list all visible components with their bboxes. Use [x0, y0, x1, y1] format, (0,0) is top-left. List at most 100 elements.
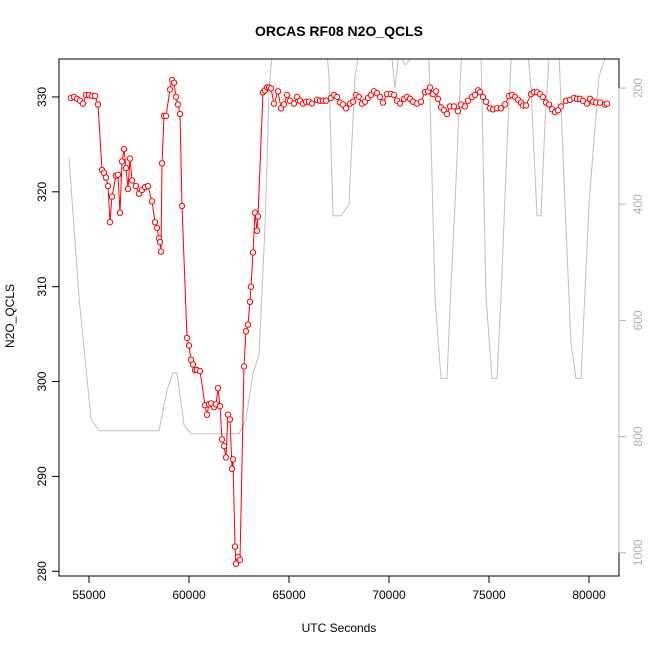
- n2o-point: [196, 367, 204, 375]
- n2o-point: [355, 93, 363, 101]
- n2o-point: [240, 363, 248, 370]
- n2o-point: [120, 145, 128, 153]
- n2o-point: [126, 155, 134, 162]
- n2o-point: [308, 100, 316, 107]
- n2o-point: [229, 456, 237, 463]
- n2o-point: [254, 213, 262, 220]
- n2o-point: [432, 88, 440, 95]
- n2o-point: [482, 98, 490, 105]
- n2o-point: [79, 100, 87, 107]
- x-tick-label: 60000: [172, 588, 206, 602]
- n2o-point: [247, 283, 255, 290]
- n2o-point: [104, 182, 112, 190]
- n2o-point: [322, 97, 330, 104]
- n2o-point: [214, 385, 222, 392]
- n2o-point: [148, 198, 156, 205]
- n2o-point: [91, 92, 99, 100]
- x-tick-label: 70000: [372, 588, 406, 602]
- n2o-point: [479, 93, 487, 101]
- n2o-point: [274, 88, 282, 95]
- y-tick-label: 320: [35, 181, 49, 201]
- n2o-point: [185, 342, 193, 349]
- n2o-point: [170, 79, 178, 86]
- x-tick-label: 65000: [272, 588, 306, 602]
- y2-tick-label: 800: [631, 426, 645, 446]
- n2o-point: [172, 93, 180, 101]
- n2o-point: [166, 86, 174, 93]
- x-tick-label: 55000: [72, 588, 106, 602]
- plot-frame: [58, 58, 620, 577]
- n2o-point: [228, 465, 236, 472]
- n2o-point: [144, 182, 152, 190]
- n2o-point: [426, 84, 434, 91]
- y-tick-label: 310: [35, 276, 49, 296]
- n2o-point: [249, 249, 257, 256]
- n2o-point: [157, 248, 165, 255]
- n2o-point: [443, 110, 451, 118]
- n2o-point: [118, 158, 126, 165]
- y-tick-label: 300: [35, 371, 49, 391]
- n2o-point: [545, 101, 553, 108]
- n2o-point: [128, 177, 136, 184]
- y-tick-label: 330: [35, 87, 49, 107]
- n2o-point: [390, 91, 398, 99]
- n2o-point: [114, 171, 122, 178]
- n2o-point: [108, 193, 116, 200]
- n2o-point: [216, 403, 224, 410]
- n2o-point: [153, 224, 161, 232]
- altitude-line: [68, 59, 606, 435]
- n2o-point: [226, 416, 234, 423]
- n2o-point: [396, 100, 404, 107]
- n2o-point: [539, 93, 547, 101]
- n2o-point: [232, 560, 240, 567]
- n2o-point: [218, 436, 226, 443]
- n2o-point: [124, 185, 132, 193]
- y2-tick-label: 1000: [631, 539, 645, 566]
- n2o-point: [379, 99, 387, 106]
- n2o-point: [283, 91, 291, 99]
- n2o-point: [242, 328, 250, 335]
- n2o-point: [280, 101, 288, 108]
- n2o-point: [222, 454, 230, 461]
- n2o-point: [132, 182, 140, 190]
- n2o-point: [106, 219, 114, 226]
- n2o-point: [183, 334, 191, 342]
- n2o-point: [497, 105, 505, 112]
- x-axis-label: UTC Seconds: [302, 621, 377, 635]
- n2o-point: [244, 321, 252, 328]
- n2o-point: [162, 112, 170, 120]
- y-axis: 280 290 300 310 320 330: [35, 87, 60, 581]
- n2o-point: [116, 209, 124, 216]
- y-axis-label: N2O_QCLS: [3, 284, 17, 348]
- n2o-point: [461, 103, 469, 110]
- x-tick-label: 75000: [472, 588, 506, 602]
- n2o-point: [156, 238, 164, 246]
- n2o-point: [349, 98, 357, 105]
- n2o-point: [178, 202, 186, 210]
- n2o-point: [246, 298, 254, 305]
- n2o-point: [557, 103, 565, 110]
- n2o-point: [151, 219, 159, 226]
- n2o-point: [174, 101, 182, 108]
- n2o-point: [270, 100, 278, 107]
- n2o-point: [464, 97, 472, 104]
- n2o-point: [603, 100, 611, 107]
- n2o-point: [253, 227, 261, 234]
- n2o-point: [417, 98, 425, 105]
- n2o-point: [231, 543, 239, 550]
- n2o-point: [333, 93, 341, 101]
- n2o-point: [220, 442, 228, 450]
- x-axis: 55000 60000 65000 70000 75000 80000: [72, 575, 606, 602]
- n2o-point: [342, 105, 350, 112]
- y2-tick-label: 200: [631, 78, 645, 98]
- n2o-point: [583, 100, 591, 107]
- n2o-point: [94, 101, 102, 108]
- n2o-point: [189, 361, 197, 368]
- n2o-point: [434, 95, 442, 103]
- n2o-point: [176, 110, 184, 118]
- n2o-point: [122, 164, 130, 172]
- n2o-point: [522, 102, 530, 109]
- n2o-point: [267, 85, 275, 92]
- n2o-point: [476, 89, 484, 96]
